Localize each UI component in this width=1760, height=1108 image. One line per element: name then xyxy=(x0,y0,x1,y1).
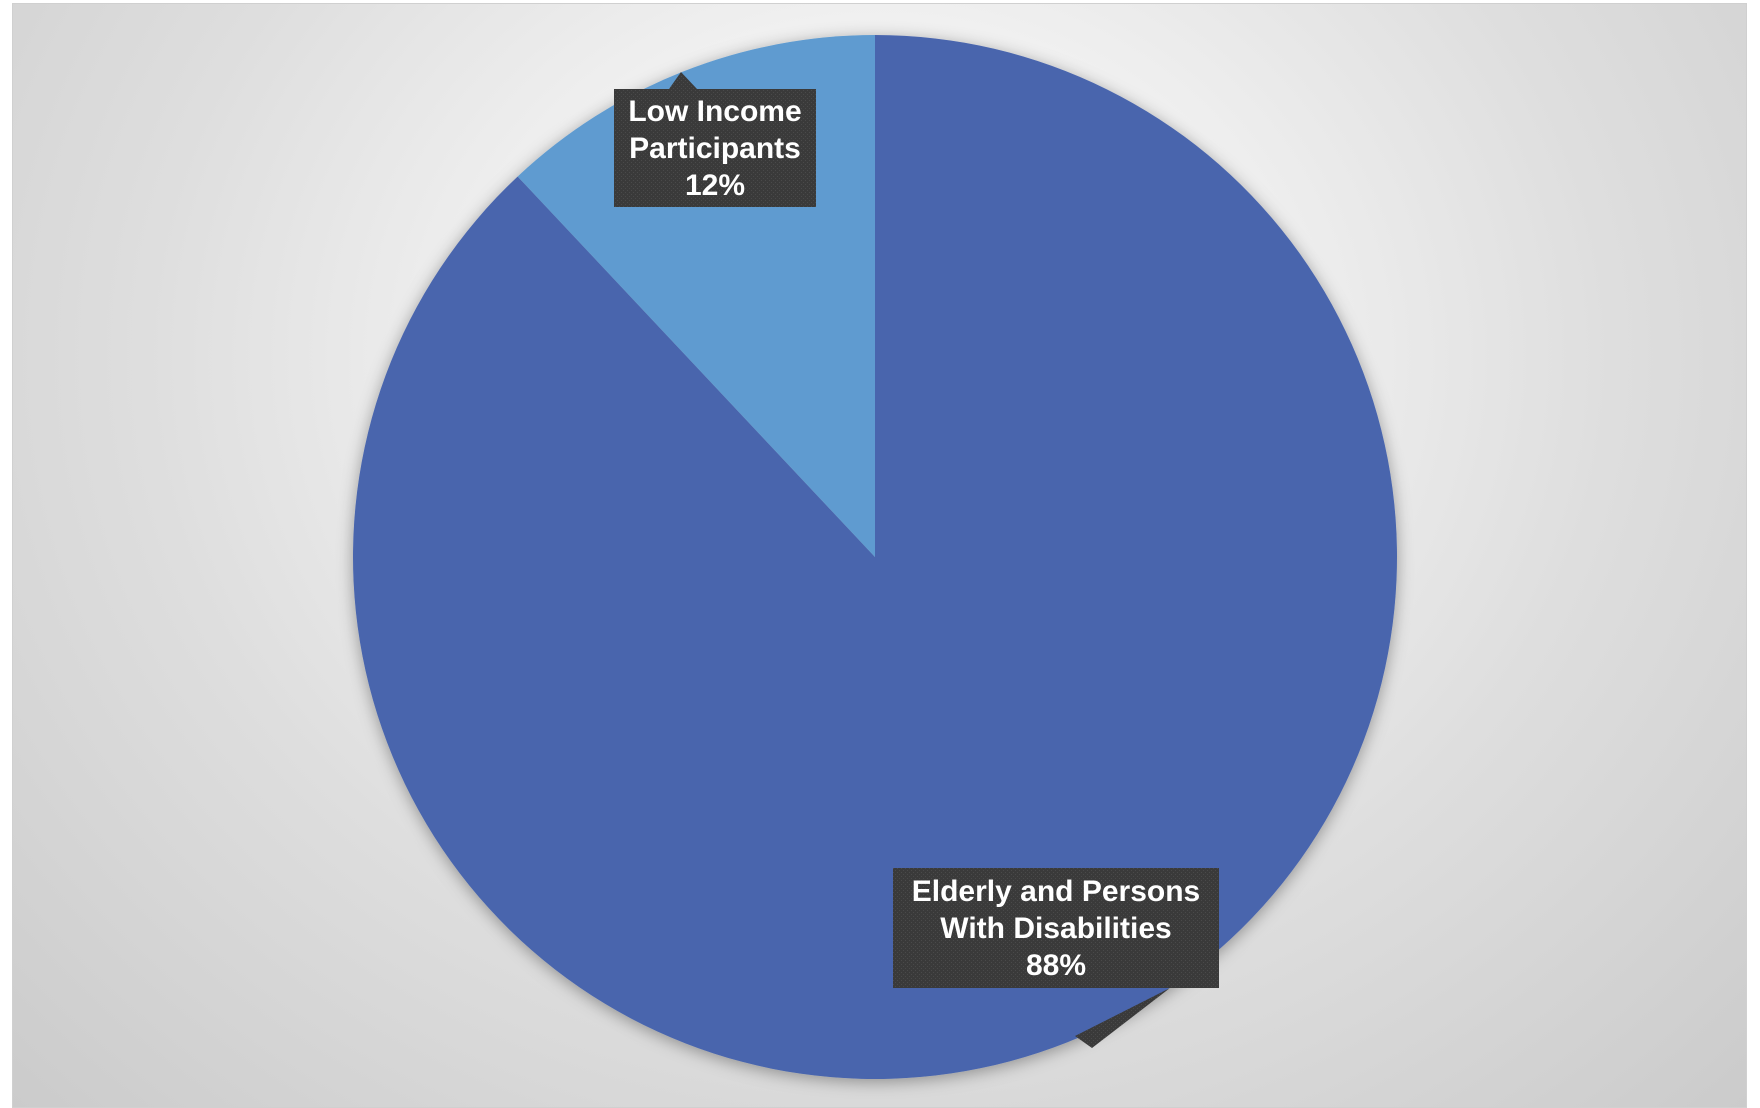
callout-category-label: Participants xyxy=(629,132,801,165)
pie-chart: Elderly and Persons With Disabilities 88% L… xyxy=(353,35,1397,1079)
chart-area: Elderly and Persons With Disabilities 88% L… xyxy=(12,3,1747,1108)
data-label-elderly-and-persons-with-disabilities: Elderly and Persons With Disabilities 88% xyxy=(893,868,1219,1048)
callout-value-label: 88% xyxy=(1026,949,1086,982)
callout-category-label: Elderly and Persons xyxy=(912,875,1200,908)
callout-pointer xyxy=(1075,988,1170,1048)
callout-box xyxy=(893,868,1219,988)
callout-category-label: With Disabilities xyxy=(940,912,1171,945)
callout-box xyxy=(614,89,816,207)
data-label-low-income-participants: Low Income Participants 12% xyxy=(614,72,816,207)
callout-category-label: Low Income xyxy=(628,95,801,128)
pie-slices xyxy=(353,35,1397,1079)
data-label-callouts: Elderly and Persons With Disabilities 88% L… xyxy=(614,72,1219,1048)
callout-pointer xyxy=(669,72,697,89)
callout-value-label: 12% xyxy=(685,169,745,202)
